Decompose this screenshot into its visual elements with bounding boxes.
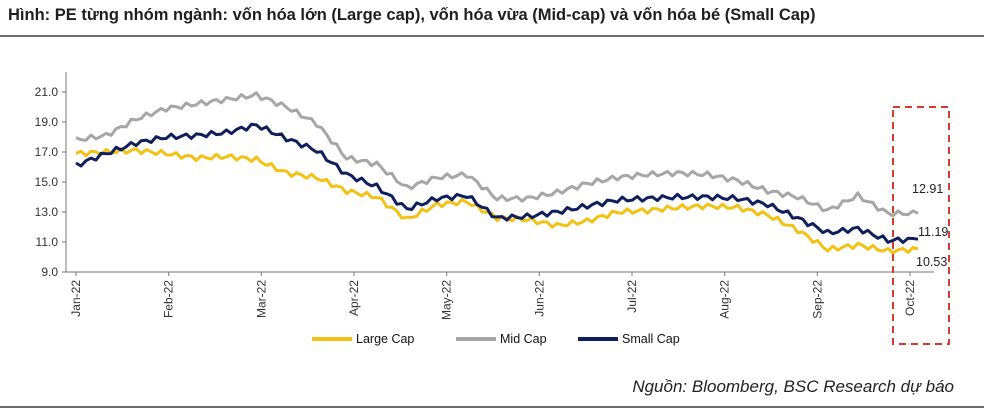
y-axis: 9.0 11.0 13.0 15.0 17.0 19.0 21.0	[35, 72, 67, 279]
end-value-label: 10.53	[916, 255, 947, 269]
x-tick-label: Apr-22	[347, 280, 361, 316]
end-value-labels: 12.91 11.19 10.53	[912, 182, 948, 269]
bottom-divider	[0, 406, 984, 408]
x-tick-label: Mar-22	[254, 280, 268, 318]
series-line-large-cap	[75, 147, 919, 255]
y-tick-label: 11.0	[36, 235, 59, 249]
series-line-small-cap	[75, 122, 919, 244]
x-tick-label: Jun-22	[532, 280, 546, 317]
x-tick-label: Sep-22	[810, 280, 824, 319]
end-value-label: 11.19	[918, 225, 948, 239]
x-tick-label: Jan-22	[69, 280, 83, 317]
y-tick-label: 19.0	[35, 115, 59, 129]
x-tick-label: May-22	[440, 280, 454, 320]
series-line-mid-cap	[75, 91, 919, 218]
y-tick-label: 21.0	[35, 85, 59, 99]
y-tick-label: 15.0	[35, 175, 59, 189]
y-tick-label: 13.0	[35, 205, 59, 219]
october-highlight-box	[892, 106, 950, 345]
source-note: Nguồn: Bloomberg, BSC Research dự báo	[632, 377, 954, 396]
x-tick-label: Feb-22	[162, 280, 176, 318]
y-tick-label: 9.0	[41, 265, 58, 279]
series-lines	[75, 91, 919, 255]
x-axis: Jan-22 Feb-22 Mar-22 Apr-22 May-22 Jun-22 Jul-…	[66, 271, 934, 320]
y-tick-label: 17.0	[35, 145, 59, 159]
figure-title: Hình: PE từng nhóm ngành: vốn hóa lớn (L…	[8, 6, 816, 24]
x-tick-label: Oct-22	[903, 280, 917, 316]
x-tick-label: Aug-22	[718, 280, 732, 319]
end-value-label: 12.91	[912, 182, 943, 196]
chart-legend: Large Cap Mid Cap Small Cap	[312, 332, 680, 346]
top-divider	[0, 35, 984, 37]
legend-label: Small Cap	[622, 332, 680, 346]
legend-label: Large Cap	[356, 332, 414, 346]
x-tick-label: Jul-22	[625, 280, 639, 313]
legend-label: Mid Cap	[500, 332, 547, 346]
